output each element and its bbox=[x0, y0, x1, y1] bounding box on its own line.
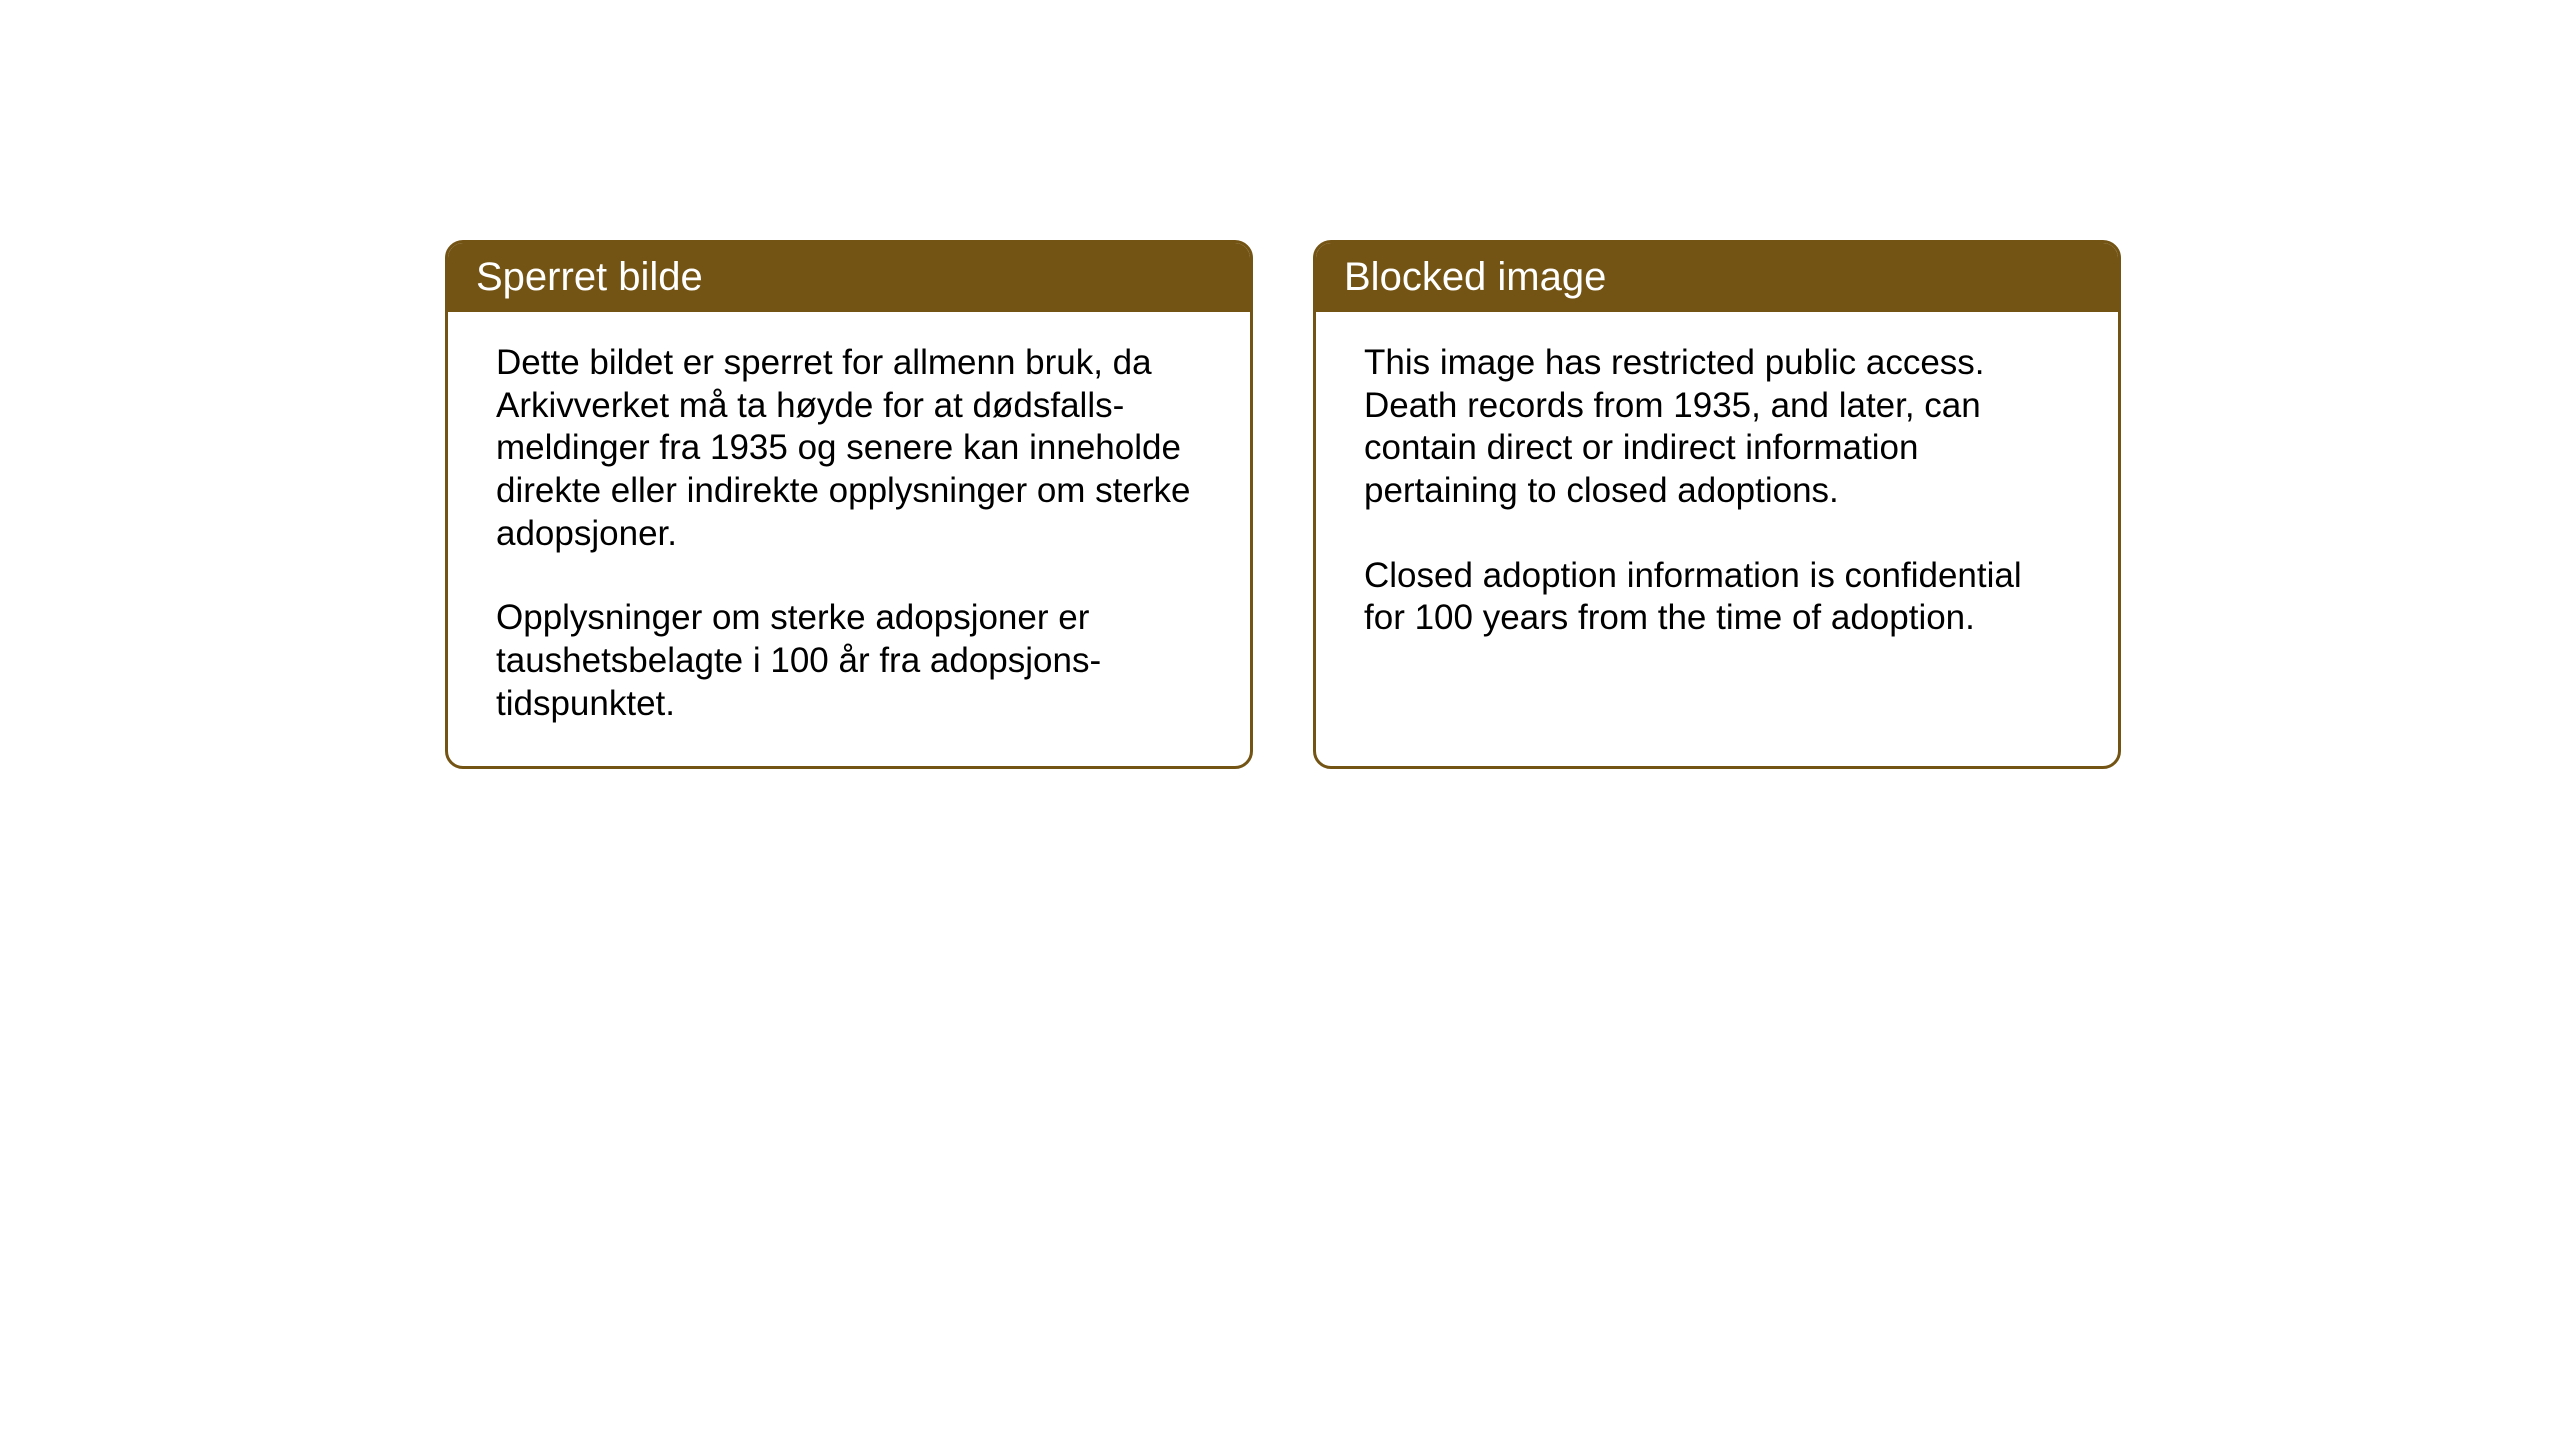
card-header-norwegian: Sperret bilde bbox=[448, 243, 1250, 312]
notice-text-norwegian-p2: Opplysninger om sterke adopsjoner er tau… bbox=[496, 597, 1202, 725]
notice-card-english: Blocked image This image has restricted … bbox=[1313, 240, 2121, 769]
notice-text-english-p2: Closed adoption information is confident… bbox=[1364, 555, 2070, 640]
card-body-norwegian: Dette bildet er sperret for allmenn bruk… bbox=[448, 312, 1250, 766]
notice-text-norwegian-p1: Dette bildet er sperret for allmenn bruk… bbox=[496, 342, 1202, 555]
notice-text-english-p1: This image has restricted public access.… bbox=[1364, 342, 2070, 513]
notice-container: Sperret bilde Dette bildet er sperret fo… bbox=[445, 240, 2121, 769]
card-body-english: This image has restricted public access.… bbox=[1316, 312, 2118, 742]
card-header-english: Blocked image bbox=[1316, 243, 2118, 312]
notice-card-norwegian: Sperret bilde Dette bildet er sperret fo… bbox=[445, 240, 1253, 769]
